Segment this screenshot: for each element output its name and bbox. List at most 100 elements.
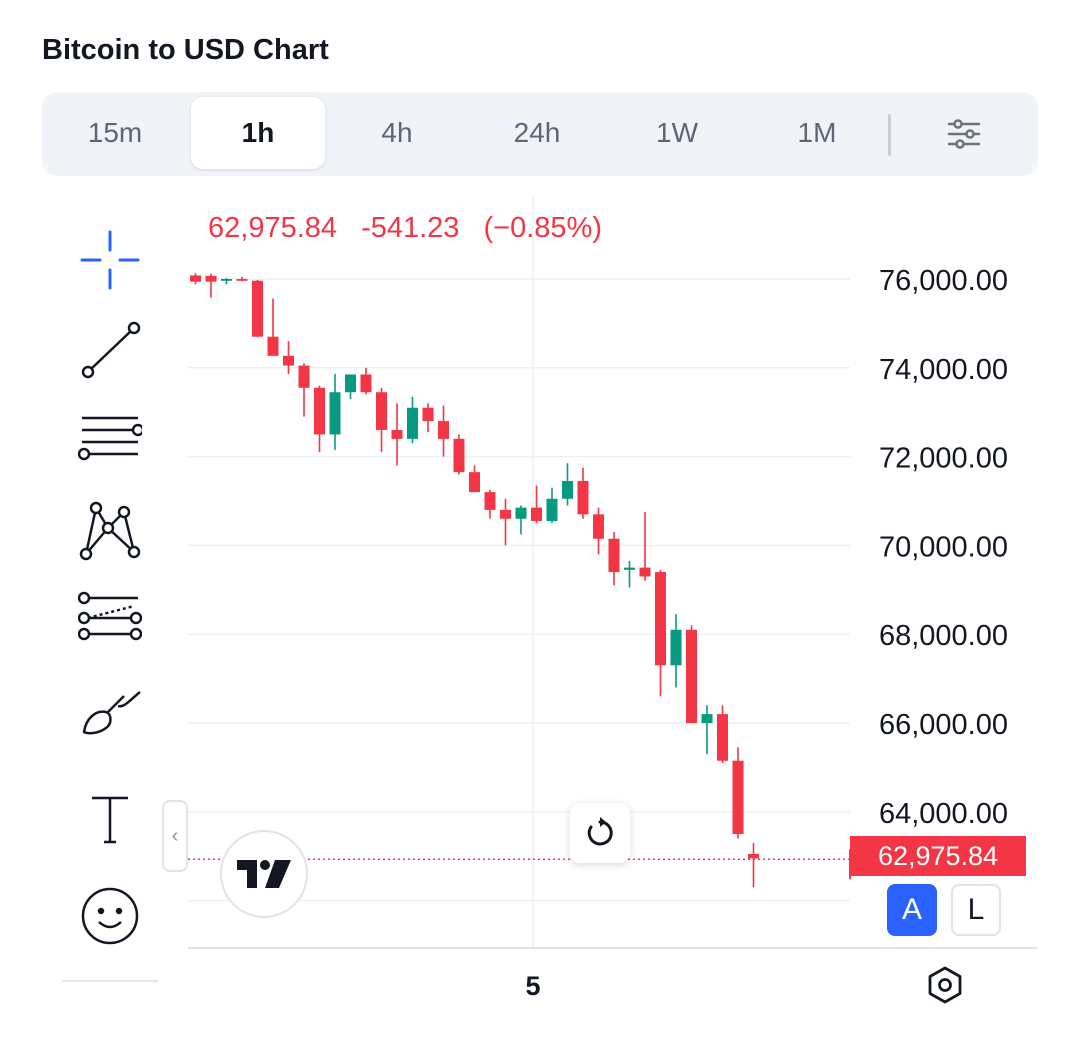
pattern-icon (79, 501, 141, 561)
crosshair-tool[interactable] (62, 220, 158, 300)
last-price-tag: 62,975.84 (850, 836, 1026, 876)
emoji-tool[interactable] (62, 876, 158, 956)
candle-body (531, 507, 542, 521)
candle (283, 341, 294, 375)
candle (500, 498, 511, 546)
candle-body (562, 481, 573, 499)
candle-body (484, 492, 496, 510)
pattern-tool[interactable] (62, 490, 158, 570)
trend-line-tool[interactable] (62, 310, 158, 390)
tab-24h[interactable]: 24h (513, 117, 561, 148)
y-tick-label: 64,000.00 (879, 798, 1008, 830)
gear-icon (928, 966, 962, 1004)
candle-body (391, 429, 403, 439)
axis-settings-button[interactable] (922, 962, 968, 1008)
candle-body (732, 760, 744, 834)
tab-4h[interactable]: 4h (381, 117, 413, 148)
candle-body (593, 514, 604, 539)
text-icon (92, 796, 128, 844)
candle (546, 487, 558, 524)
candle (205, 273, 217, 298)
y-tick-label: 70,000.00 (879, 531, 1008, 563)
candle-body (298, 365, 310, 388)
candle-body (190, 275, 201, 282)
chevron-left-icon: ‹ (171, 824, 179, 847)
candle (190, 273, 201, 285)
candle (453, 434, 465, 475)
candle-body (252, 280, 263, 337)
candle (469, 465, 480, 493)
legend-change-pct: (−0.85%) (483, 212, 602, 244)
collapse-toolbar-button[interactable]: ‹ (162, 800, 188, 872)
auto-scale-button[interactable]: A (887, 884, 937, 936)
fib-icon (78, 591, 142, 641)
candle-body (515, 507, 527, 519)
fib-tool[interactable] (62, 580, 158, 660)
tab-1w[interactable]: 1W (656, 117, 698, 148)
candle-body (655, 572, 666, 666)
candle (236, 276, 248, 282)
candle (531, 485, 542, 524)
candle-body (577, 481, 589, 515)
tradingview-logo[interactable] (220, 830, 308, 918)
reset-icon (587, 817, 613, 846)
candle-body (624, 567, 635, 570)
candle (391, 403, 403, 466)
candle (562, 463, 573, 506)
candle (577, 467, 589, 519)
tab-1h[interactable]: 1h (191, 97, 325, 169)
candle-body (500, 509, 511, 519)
candle-body (283, 355, 294, 366)
candle (670, 614, 682, 688)
candle-body (469, 472, 480, 493)
candle (376, 387, 387, 453)
candle (484, 489, 496, 519)
candle (345, 374, 356, 399)
candle-body (608, 538, 620, 573)
candle (639, 512, 651, 581)
candle-body (376, 392, 387, 430)
candle (655, 569, 666, 697)
candle (422, 403, 434, 433)
candle-body (438, 421, 449, 439)
price-legend: 62,975.84 -541.23 (−0.85%) (208, 212, 602, 245)
candle-body (314, 387, 325, 435)
candle (314, 385, 325, 453)
trend-line-icon (81, 321, 141, 379)
reset-chart-button[interactable] (570, 803, 630, 863)
candle (329, 374, 341, 450)
tab-1m[interactable]: 1M (797, 117, 837, 148)
candle-body (670, 629, 682, 666)
legend-change: -541.23 (361, 212, 460, 244)
sliders-icon (947, 119, 981, 149)
log-scale-button[interactable]: L (951, 884, 1001, 936)
candle (686, 625, 697, 723)
candle (608, 532, 620, 586)
candle (267, 298, 279, 356)
tab-15m[interactable]: 15m (87, 117, 143, 148)
emoji-icon (81, 887, 139, 945)
brush-tool[interactable] (62, 670, 158, 750)
y-tick-label: 72,000.00 (879, 443, 1008, 475)
chart-settings-button[interactable] (934, 109, 994, 159)
candle (624, 560, 635, 588)
y-tick-label: 66,000.00 (879, 709, 1008, 741)
brush-icon (82, 691, 141, 735)
candle (438, 405, 449, 457)
horizontal-lines-icon (78, 416, 142, 461)
candle (407, 396, 418, 444)
crosshair-icon (80, 230, 140, 290)
candle (221, 278, 232, 285)
candle-body (221, 279, 232, 281)
candle (252, 279, 263, 337)
candle-body (422, 407, 434, 422)
candle-body (453, 438, 465, 473)
candle (717, 705, 728, 763)
horizontal-lines-tool[interactable] (62, 400, 158, 480)
y-tick-label: 76,000.00 (879, 265, 1008, 297)
text-tool[interactable] (62, 780, 158, 860)
candle (593, 507, 604, 555)
tab-separator (888, 114, 891, 156)
candle-body (407, 407, 418, 439)
